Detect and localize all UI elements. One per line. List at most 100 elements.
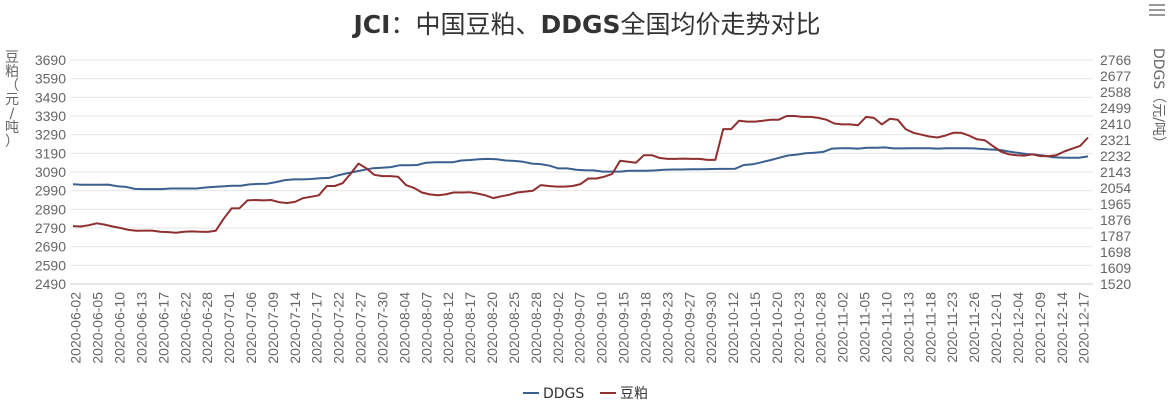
legend-item-label[interactable]: DDGS (543, 386, 584, 402)
right-tick-label: 1609 (1100, 260, 1131, 276)
right-tick-label: 2054 (1100, 180, 1131, 196)
left-axis-title-char: 吨 (5, 120, 19, 136)
left-tick-label: 2890 (35, 201, 66, 217)
x-tick-label: 2020-10-28 (813, 292, 829, 364)
x-tick-label: 2020-11-26 (966, 292, 982, 363)
x-tick-label: 2020-09-23 (659, 292, 675, 364)
x-tick-label: 2020-11-23 (944, 292, 960, 363)
right-tick-label: 1520 (1100, 276, 1131, 292)
left-tick-label: 3390 (35, 108, 66, 124)
left-tick-label: 2790 (35, 220, 66, 236)
left-axis-title-char: 粕 (5, 64, 19, 80)
x-tick-label: 2020-09-15 (616, 292, 632, 364)
right-tick-label: 2410 (1100, 116, 1131, 132)
chart-title-part-2: ：中国豆粕、 (390, 10, 540, 39)
chart-title-part-1: JCI (351, 10, 390, 39)
x-tick-label: 2020-08-25 (506, 292, 522, 364)
x-tick-label: 2020-09-18 (637, 292, 653, 364)
left-tick-label: 2590 (35, 257, 66, 273)
left-axis-title: 豆粕（元/吨） (5, 50, 19, 150)
x-tick-label: 2020-11-18 (922, 292, 938, 363)
x-tick-label: 2020-07-22 (331, 292, 347, 364)
chart-title-part-4: 全国均价走势对比 (620, 10, 820, 39)
x-tick-label: 2020-11-13 (900, 292, 916, 363)
x-axis-ticks: 2020-06-02 2020-06-05 2020-06-10 2020-06-13… (68, 292, 1092, 364)
x-tick-label: 2020-06-17 (155, 292, 171, 364)
x-tick-label: 2020-10-12 (725, 292, 741, 364)
right-tick-label: 1787 (1100, 228, 1131, 244)
left-tick-label: 3690 (35, 52, 66, 68)
legend: DDGS 豆粕 (523, 386, 648, 402)
left-tick-label: 3090 (35, 164, 66, 180)
x-tick-label: 2020-11-10 (878, 292, 894, 363)
x-tick-label: 2020-06-02 (68, 292, 84, 364)
x-tick-label: 2020-07-06 (243, 292, 259, 364)
x-tick-label: 2020-10-20 (769, 292, 785, 364)
left-tick-label: 2690 (35, 239, 66, 255)
right-tick-label: 2588 (1100, 84, 1131, 100)
right-tick-label: 1876 (1100, 212, 1131, 228)
left-axis-ticks: 3690 3590 3490 3390 3290 3190 3090 2990 2890 2790… (35, 52, 66, 292)
x-tick-label: 2020-08-28 (528, 292, 544, 364)
right-tick-label: 2677 (1100, 68, 1131, 84)
x-tick-label: 2020-07-09 (265, 292, 281, 364)
x-tick-label: 2020-12-04 (1010, 292, 1026, 364)
series-line-ddgs (72, 146, 1089, 191)
x-tick-label: 2020-09-27 (681, 292, 697, 364)
x-tick-label: 2020-12-09 (1032, 292, 1048, 364)
left-axis-title-char: ） (5, 134, 19, 150)
right-tick-label: 2232 (1100, 148, 1131, 164)
left-tick-label: 3190 (35, 145, 66, 161)
left-tick-label: 2490 (35, 276, 66, 292)
x-tick-label: 2020-07-01 (221, 292, 237, 364)
right-tick-label: 2766 (1100, 52, 1131, 68)
series-lines (72, 115, 1089, 234)
legend-item-label[interactable]: 豆粕 (620, 386, 648, 402)
x-tick-label: 2020-07-17 (309, 292, 325, 364)
x-tick-label: 2020-12-01 (988, 292, 1004, 364)
x-tick-label: 2020-10-23 (791, 292, 807, 364)
left-tick-label: 3490 (35, 89, 66, 105)
x-tick-label: 2020-06-13 (133, 292, 149, 364)
left-axis-title-char: （ (5, 78, 19, 94)
x-tick-label: 2020-12-14 (1054, 292, 1070, 364)
x-tick-label: 2020-06-22 (177, 292, 193, 364)
x-tick-label: 2020-08-17 (462, 292, 478, 364)
x-tick-label: 2020-07-14 (287, 292, 303, 364)
gridlines (70, 59, 1093, 285)
right-axis-title: DDGS（元/吨） (1150, 48, 1166, 150)
x-tick-label: 2020-07-30 (374, 292, 390, 364)
right-tick-label: 2321 (1100, 132, 1131, 148)
x-tick-label: 2020-09-30 (703, 292, 719, 364)
right-tick-label: 1965 (1100, 196, 1131, 212)
x-tick-label: 2020-08-04 (396, 292, 412, 364)
x-tick-label: 2020-09-07 (572, 292, 588, 364)
right-axis-title-text: DDGS（元/吨） (1150, 48, 1166, 150)
x-tick-label: 2020-06-10 (112, 292, 128, 364)
x-tick-label: 2020-06-05 (90, 292, 106, 364)
left-tick-label: 3590 (35, 71, 66, 87)
x-tick-label: 2020-08-20 (484, 292, 500, 364)
x-tick-label: 2020-12-17 (1076, 292, 1092, 364)
right-tick-label: 2143 (1100, 164, 1131, 180)
right-axis-ticks: 2766267725882499241023212232214320541965… (1100, 52, 1131, 292)
left-axis-title-char: 豆 (5, 50, 19, 66)
x-tick-label: 2020-09-02 (550, 292, 566, 364)
left-axis-title-char: 元 (5, 92, 19, 108)
x-tick-label: 2020-08-12 (440, 292, 456, 364)
chart-title: JCI：中国豆粕、DDGS全国均价走势对比 (351, 10, 820, 39)
right-tick-label: 1698 (1100, 244, 1131, 260)
x-tick-label: 2020-09-10 (594, 292, 610, 364)
left-tick-label: 2990 (35, 183, 66, 199)
x-tick-label: 2020-10-15 (747, 292, 763, 364)
right-tick-label: 2499 (1100, 100, 1131, 116)
x-tick-label: 2020-11-05 (857, 292, 873, 363)
chart-title-part-3: DDGS (540, 10, 620, 39)
left-tick-label: 3290 (35, 127, 66, 143)
x-tick-label: 2020-11-02 (835, 292, 851, 363)
series-line-soymeal (72, 115, 1089, 234)
x-tick-label: 2020-07-27 (353, 292, 369, 364)
hamburger-menu-icon[interactable] (1149, 4, 1165, 18)
x-tick-label: 2020-06-28 (199, 292, 215, 364)
